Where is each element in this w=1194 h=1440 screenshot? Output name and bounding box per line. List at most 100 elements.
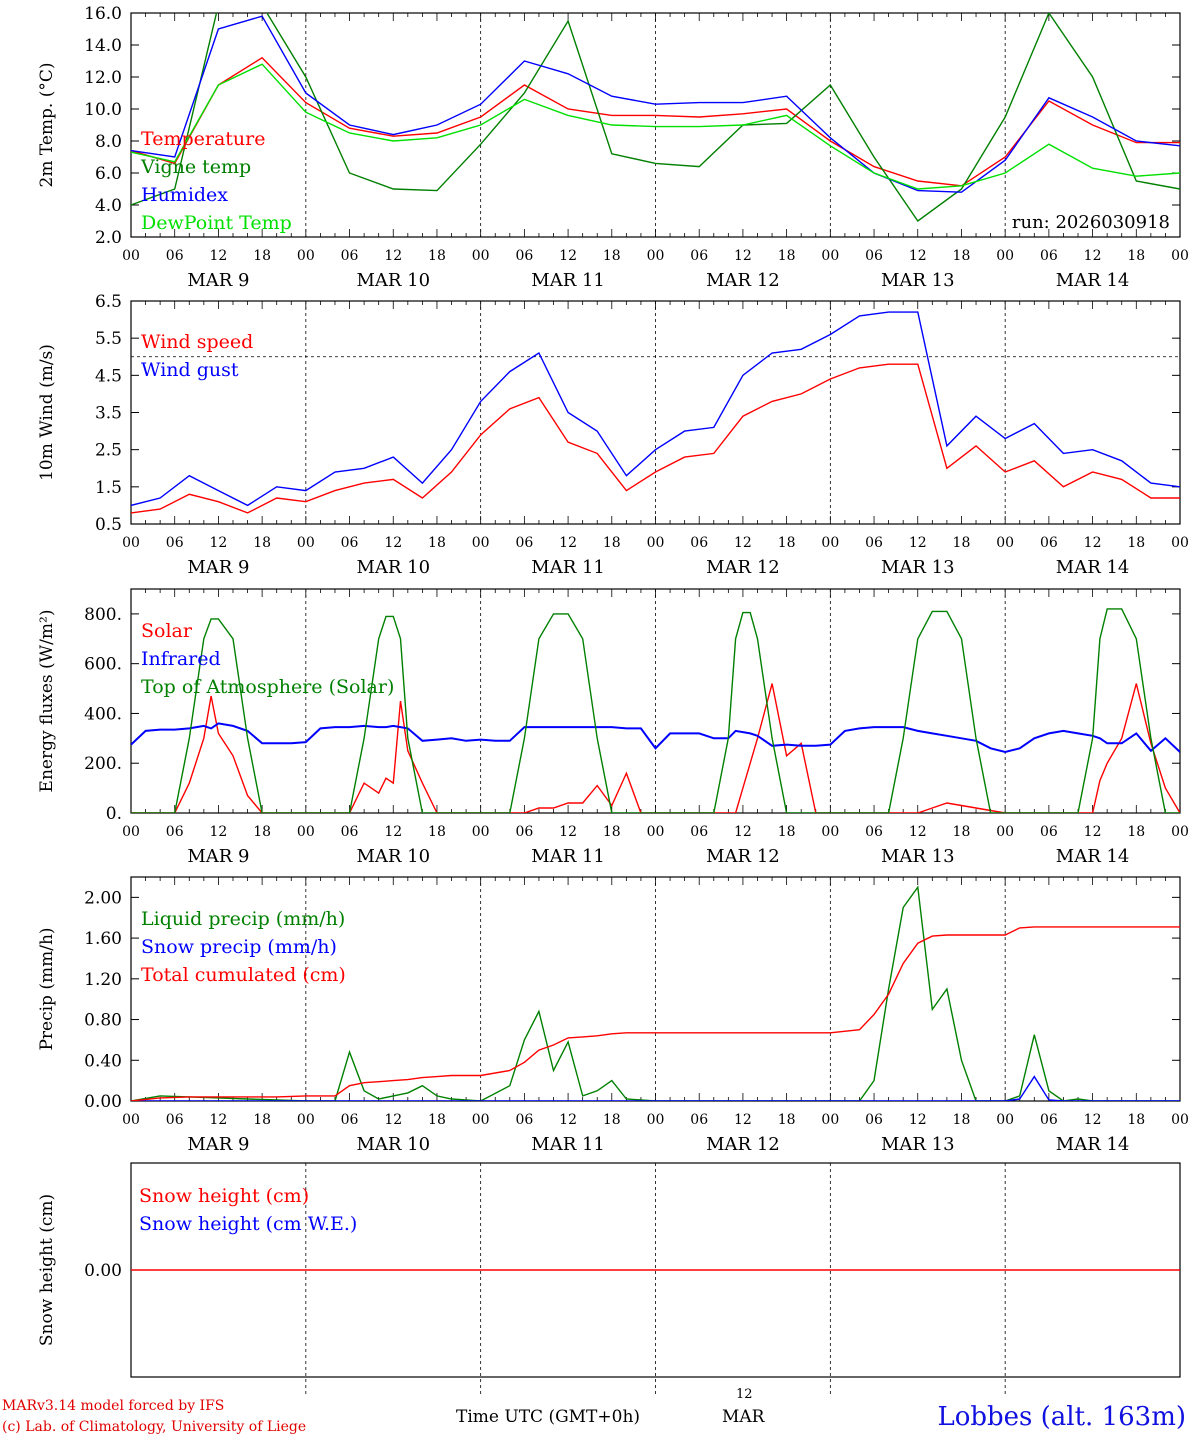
x-tick-label: 18 — [778, 824, 796, 840]
x-tick-label: 00 — [1171, 248, 1189, 264]
y-axis-title: Snow height (cm) — [37, 1194, 57, 1346]
legend-entry: Snow height (cm W.E.) — [139, 1213, 357, 1235]
x-tick-label: 06 — [690, 1112, 708, 1128]
x-tick-label: 18 — [953, 248, 971, 264]
x-tick-label: 12 — [210, 535, 228, 551]
x-tick-label: 18 — [778, 535, 796, 551]
x-tick-label: 00 — [472, 535, 490, 551]
chart-panel-5: 0.00 Snow height (cm) Snow height (cm) Snow… — [37, 1162, 1181, 1397]
x-tick-label: 06 — [690, 248, 708, 264]
x-tick-label: 00 — [996, 1112, 1014, 1128]
x-tick-label: 06 — [1040, 824, 1058, 840]
x-tick-label: 18 — [778, 1112, 796, 1128]
y-tick-label: 3.5 — [95, 404, 122, 424]
y-tick-label: 2.0 — [95, 228, 122, 248]
y-tick-label: 4.0 — [95, 196, 122, 216]
y-axis-title: Energy fluxes (W/m²) — [37, 610, 57, 793]
x-tick-label: 06 — [1040, 535, 1058, 551]
x-tick-label: 00 — [647, 1112, 665, 1128]
meteogram: 2.0 4.0 6.0 8.0 10.0 12.0 14.0 16.0 2m Temp. (°C… — [37, 4, 1189, 1397]
legend-entry: Top of Atmosphere (Solar) — [141, 676, 394, 698]
series-line-2 — [131, 311, 1180, 507]
x-tick-label: 06 — [341, 248, 359, 264]
y-axis-title: 2m Temp. (°C) — [37, 62, 57, 187]
mid-tick-month: MAR — [722, 1407, 765, 1427]
x-tick-label: 06 — [865, 248, 883, 264]
series-line-2 — [131, 13, 1180, 222]
x-tick-label: 00 — [297, 248, 315, 264]
y-tick-label: 1.5 — [95, 478, 122, 498]
y-tick-label: 800. — [84, 605, 122, 625]
x-tick-label: 00 — [821, 535, 839, 551]
x-tick-label: 18 — [603, 824, 621, 840]
legend-entry: Wind speed — [141, 331, 253, 353]
day-label: MAR 9 — [187, 846, 249, 867]
x-tick-label: 12 — [909, 1112, 927, 1128]
x-axis-title: Time UTC (GMT+0h) — [456, 1407, 641, 1427]
x-tick-label: 12 — [1084, 535, 1102, 551]
legend-entry: Total cumulated (cm) — [141, 964, 346, 986]
x-tick-label: 00 — [472, 824, 490, 840]
x-tick-label: 18 — [953, 535, 971, 551]
day-label: MAR 12 — [706, 846, 780, 867]
y-tick-label: 10.0 — [84, 100, 122, 120]
x-tick-label: 18 — [1127, 1112, 1145, 1128]
chart-panel-1: 2.0 4.0 6.0 8.0 10.0 12.0 14.0 16.0 2m Temp. (°C… — [37, 4, 1189, 291]
legend-entry: Liquid precip (mm/h) — [141, 908, 345, 930]
plot-frame — [130, 300, 1181, 525]
y-tick-label: 16.0 — [84, 4, 122, 24]
x-tick-label: 18 — [253, 824, 271, 840]
day-label: MAR 14 — [1056, 846, 1130, 867]
y-tick-label: 1.60 — [84, 929, 122, 949]
x-tick-label: 12 — [1084, 824, 1102, 840]
y-tick-label: 5.5 — [95, 329, 122, 349]
x-tick-label: 12 — [210, 248, 228, 264]
series-line-4 — [131, 63, 1180, 190]
chart-panel-2: 0.5 1.5 2.5 3.5 4.5 5.5 6.5 10m Wind (m/s) 00 06 1… — [37, 292, 1189, 578]
x-tick-label: 06 — [166, 1112, 184, 1128]
x-tick-label: 06 — [166, 535, 184, 551]
x-tick-label: 00 — [472, 1112, 490, 1128]
x-tick-label: 00 — [821, 824, 839, 840]
series-line-1 — [131, 363, 1180, 514]
series-line-1 — [131, 56, 1180, 187]
x-tick-label: 00 — [821, 1112, 839, 1128]
x-tick-label: 00 — [996, 535, 1014, 551]
series-line-1 — [131, 885, 1180, 1101]
day-label: MAR 12 — [706, 1134, 780, 1155]
x-tick-label: 18 — [953, 824, 971, 840]
x-tick-label: 06 — [690, 824, 708, 840]
day-label: MAR 9 — [187, 1134, 249, 1155]
x-tick-label: 00 — [1171, 535, 1189, 551]
legend-entry: Snow height (cm) — [139, 1185, 309, 1207]
y-axis-title: Precip (mm/h) — [37, 927, 57, 1050]
day-label: MAR 13 — [881, 846, 955, 867]
y-tick-label: 1.20 — [84, 970, 122, 990]
legend-entry: Humidex — [141, 184, 228, 206]
day-label: MAR 11 — [531, 1134, 605, 1155]
day-label: MAR 9 — [187, 270, 249, 291]
x-tick-label: 00 — [647, 535, 665, 551]
x-tick-label: 06 — [515, 248, 533, 264]
x-tick-label: 12 — [1084, 1112, 1102, 1128]
y-tick-label: 4.5 — [95, 366, 122, 386]
legend-entry: DewPoint Temp — [141, 212, 292, 234]
y-tick-label: 200. — [84, 754, 122, 774]
y-tick-label: 600. — [84, 655, 122, 675]
x-tick-label: 12 — [909, 824, 927, 840]
x-tick-label: 00 — [1171, 1112, 1189, 1128]
mid-tick-day: 12 — [736, 1387, 753, 1402]
day-label: MAR 13 — [881, 1134, 955, 1155]
x-tick-label: 00 — [297, 535, 315, 551]
day-label: MAR 12 — [706, 557, 780, 578]
day-label: MAR 14 — [1056, 1134, 1130, 1155]
series-line-3 — [131, 15, 1180, 193]
y-tick-label: 0.5 — [95, 515, 122, 535]
x-tick-label: 06 — [690, 535, 708, 551]
day-label: MAR 11 — [531, 557, 605, 578]
day-label: MAR 12 — [706, 270, 780, 291]
x-tick-label: 12 — [1084, 248, 1102, 264]
x-tick-label: 12 — [734, 1112, 752, 1128]
day-label: MAR 13 — [881, 270, 955, 291]
plot-frame — [130, 12, 1181, 238]
